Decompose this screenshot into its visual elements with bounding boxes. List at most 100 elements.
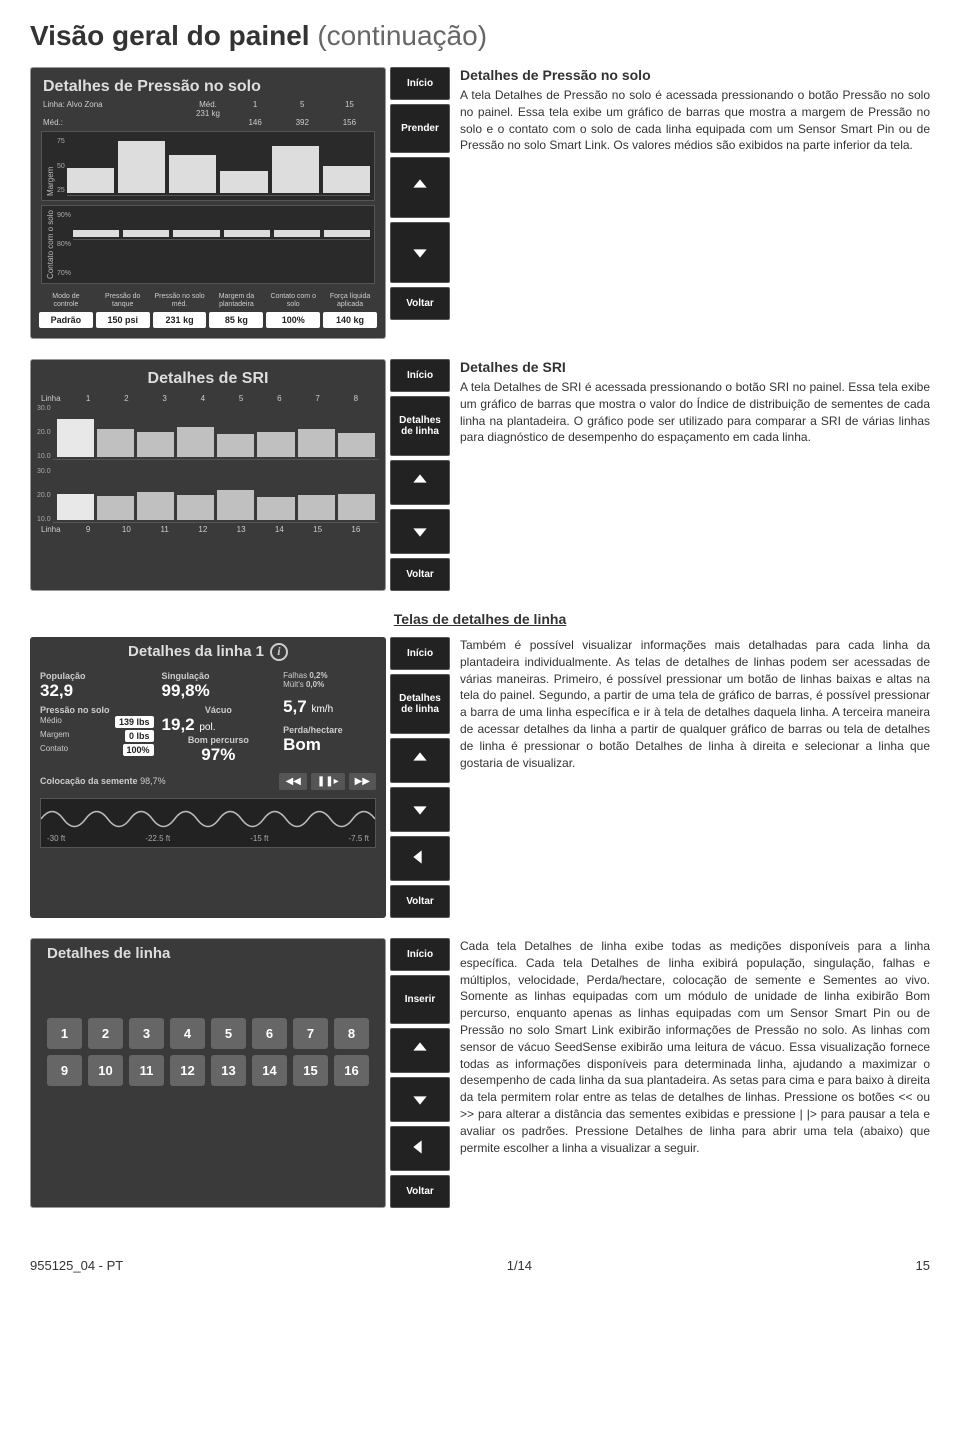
down-arrow-button[interactable]: [390, 787, 450, 832]
line-key-button[interactable]: 9: [47, 1055, 82, 1086]
line-key-button[interactable]: 6: [252, 1018, 287, 1049]
down-arrow-button[interactable]: [390, 222, 450, 283]
line-key-button[interactable]: 1: [47, 1018, 82, 1049]
line-grid-panel: Detalhes de linha 1234567891011121314151…: [30, 938, 386, 1208]
chart-bar[interactable]: [323, 166, 370, 194]
chart-bar[interactable]: [220, 171, 267, 193]
pressao-chart-bot: Contato com o solo 90% 80% 70%: [41, 205, 375, 284]
pressao-panel: Detalhes de Pressão no solo Linha: Alvo …: [30, 67, 386, 339]
inicio-button[interactable]: Início: [390, 938, 450, 971]
back-arrow-button[interactable]: [390, 836, 450, 881]
line-grid-title: Detalhes de linha: [37, 945, 379, 962]
sri-panel: Detalhes de SRI Linha12345678 30.020.010…: [30, 359, 386, 591]
pressao-body-title: Detalhes de Pressão no solo: [460, 67, 930, 83]
vacuum-value: 19,2 pol.: [162, 715, 276, 735]
line-key-button[interactable]: 4: [170, 1018, 205, 1049]
line-key-button[interactable]: 11: [129, 1055, 164, 1086]
voltar-button[interactable]: Voltar: [390, 287, 450, 320]
good-ride-value: 97%: [162, 745, 276, 765]
up-arrow-button[interactable]: [390, 738, 450, 783]
line-key-button[interactable]: 8: [334, 1018, 369, 1049]
line-key-button[interactable]: 10: [88, 1055, 123, 1086]
inicio-button[interactable]: Início: [390, 359, 450, 392]
sri-bar[interactable]: [217, 490, 254, 520]
sri-bar[interactable]: [57, 494, 94, 520]
sri-bar[interactable]: [177, 495, 214, 520]
line-key-button[interactable]: 16: [334, 1055, 369, 1086]
chart-bar[interactable]: [169, 155, 216, 194]
inicio-button[interactable]: Início: [390, 637, 450, 670]
detalhes-linha-button[interactable]: Detalhes de linha: [390, 396, 450, 456]
loss-value: Bom: [283, 735, 376, 755]
footer-metric: Modo de controlePadrão: [39, 292, 93, 328]
chart-bar[interactable]: [274, 230, 320, 238]
sri-chart-2: 30.020.010.0: [37, 468, 379, 523]
line-key-button[interactable]: 12: [170, 1055, 205, 1086]
up-arrow-button[interactable]: [390, 460, 450, 505]
section-divider: Telas de detalhes de linha: [30, 611, 930, 627]
chart-bar[interactable]: [67, 168, 114, 193]
sri-bar[interactable]: [97, 496, 134, 520]
seed-placement-label: Colocação da semente 98,7%: [40, 776, 166, 786]
detalhes-linha-button[interactable]: Detalhes de linha: [390, 674, 450, 734]
line-key-button[interactable]: 15: [293, 1055, 328, 1086]
page-title: Visão geral do painel (continuação): [30, 20, 930, 52]
up-arrow-button[interactable]: [390, 157, 450, 218]
linha-body-text-2: Cada tela Detalhes de linha exibe todas …: [460, 938, 930, 1156]
linha-body-text-1: Também é possível visualizar informações…: [460, 637, 930, 771]
sri-bar[interactable]: [298, 495, 335, 520]
chart-bar[interactable]: [324, 230, 370, 238]
sri-bar[interactable]: [177, 427, 214, 457]
chart-bar[interactable]: [224, 230, 270, 238]
chart-bar[interactable]: [118, 141, 165, 193]
pressao-panel-title: Detalhes de Pressão no solo: [37, 74, 379, 100]
back-arrow-button[interactable]: [390, 1126, 450, 1171]
footer-metric: Pressão no solo méd.231 kg: [153, 292, 207, 328]
sri-bar[interactable]: [137, 432, 174, 457]
footer-metric: Força líquida aplicada140 kg: [323, 292, 377, 328]
down-arrow-button[interactable]: [390, 1077, 450, 1122]
sri-bar[interactable]: [217, 434, 254, 457]
linha1-panel: Detalhes da linha 1i População 32,9 Pres…: [30, 637, 386, 918]
voltar-button[interactable]: Voltar: [390, 885, 450, 918]
sri-bar[interactable]: [97, 429, 134, 457]
sri-bar[interactable]: [137, 492, 174, 520]
voltar-button[interactable]: Voltar: [390, 1175, 450, 1208]
chart-bar[interactable]: [272, 146, 319, 193]
up-arrow-button[interactable]: [390, 1028, 450, 1073]
speed-value: 5,7 km/h: [283, 697, 376, 717]
chart-bar[interactable]: [173, 230, 219, 238]
prender-button[interactable]: Prender: [390, 104, 450, 153]
sri-bar[interactable]: [338, 433, 375, 457]
pause-button[interactable]: ❚❚▸: [311, 773, 345, 790]
info-icon[interactable]: i: [270, 643, 288, 661]
sri-bar[interactable]: [298, 429, 335, 457]
page-footer: 955125_04 - PT 1/14 15: [0, 1248, 960, 1283]
sri-body-text: A tela Detalhes de SRI é acessada pressi…: [460, 379, 930, 446]
rewind-button[interactable]: ◀◀: [279, 773, 306, 790]
population-value: 32,9: [40, 681, 154, 701]
line-key-button[interactable]: 7: [293, 1018, 328, 1049]
footer-metric: Margem da plantadeira85 kg: [209, 292, 263, 328]
sri-bar[interactable]: [338, 494, 375, 520]
chart-bar[interactable]: [73, 230, 119, 238]
footer-metric: Contato com o solo100%: [266, 292, 320, 328]
inserir-button[interactable]: Inserir: [390, 975, 450, 1024]
line-key-button[interactable]: 2: [88, 1018, 123, 1049]
inicio-button[interactable]: Início: [390, 67, 450, 100]
sri-chart-1: 30.020.010.0: [37, 405, 379, 460]
chart-bar[interactable]: [123, 230, 169, 238]
voltar-button[interactable]: Voltar: [390, 558, 450, 591]
footer-metric: Pressão do tanque150 psi: [96, 292, 150, 328]
line-key-button[interactable]: 14: [252, 1055, 287, 1086]
line-key-button[interactable]: 3: [129, 1018, 164, 1049]
sri-bar[interactable]: [257, 497, 294, 520]
sri-bar[interactable]: [57, 419, 94, 457]
forward-button[interactable]: ▶▶: [349, 773, 376, 790]
line-key-button[interactable]: 5: [211, 1018, 246, 1049]
sri-bar[interactable]: [257, 432, 294, 457]
sri-body-title: Detalhes de SRI: [460, 359, 930, 375]
line-key-button[interactable]: 13: [211, 1055, 246, 1086]
down-arrow-button[interactable]: [390, 509, 450, 554]
sri-panel-title: Detalhes de SRI: [37, 366, 379, 392]
